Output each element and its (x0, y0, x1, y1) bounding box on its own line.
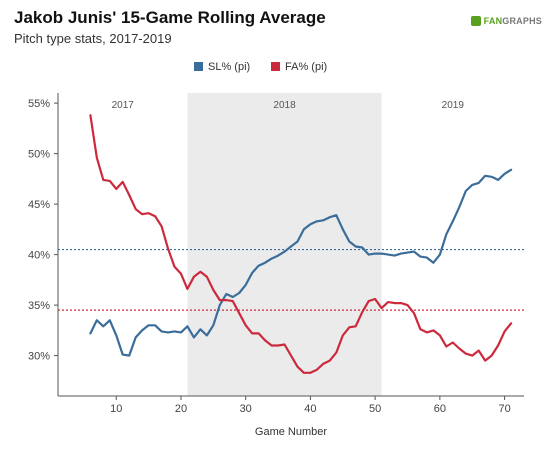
y-tick-label: 30% (28, 351, 50, 363)
legend-swatch (271, 62, 280, 71)
y-tick-label: 50% (28, 149, 50, 161)
x-tick-label: 20 (175, 403, 187, 415)
legend-label: FA% (pi) (285, 61, 327, 73)
series-line-FA% (pi) (89, 114, 513, 374)
x-tick-label: 30 (240, 403, 252, 415)
legend-swatch (194, 62, 203, 71)
legend-label: SL% (pi) (208, 61, 250, 73)
series-line-SL% (pi) (89, 168, 513, 357)
chart-title: Jakob Junis' 15-Game Rolling Average (14, 8, 326, 27)
x-axis-title: Game Number (255, 426, 327, 438)
x-tick-label: 10 (110, 403, 122, 415)
season-label-2018: 2018 (273, 100, 296, 111)
x-tick-label: 40 (304, 403, 316, 415)
y-tick-label: 40% (28, 250, 50, 262)
y-tick-label: 45% (28, 199, 50, 211)
chart-subtitle: Pitch type stats, 2017-2019 (14, 31, 172, 46)
season-label-2017: 2017 (112, 100, 135, 111)
y-tick-label: 55% (28, 98, 50, 110)
fangraphs-logo: FANGRAPHS (470, 16, 542, 26)
fangraphs-leaf-icon (470, 16, 481, 26)
brand-suffix: GRAPHS (502, 16, 542, 26)
x-tick-label: 60 (434, 403, 446, 415)
x-tick-label: 70 (498, 403, 510, 415)
x-tick-label: 50 (369, 403, 381, 415)
season-label-2019: 2019 (442, 100, 465, 111)
y-tick-label: 35% (28, 300, 50, 312)
brand-prefix: FAN (483, 16, 503, 26)
